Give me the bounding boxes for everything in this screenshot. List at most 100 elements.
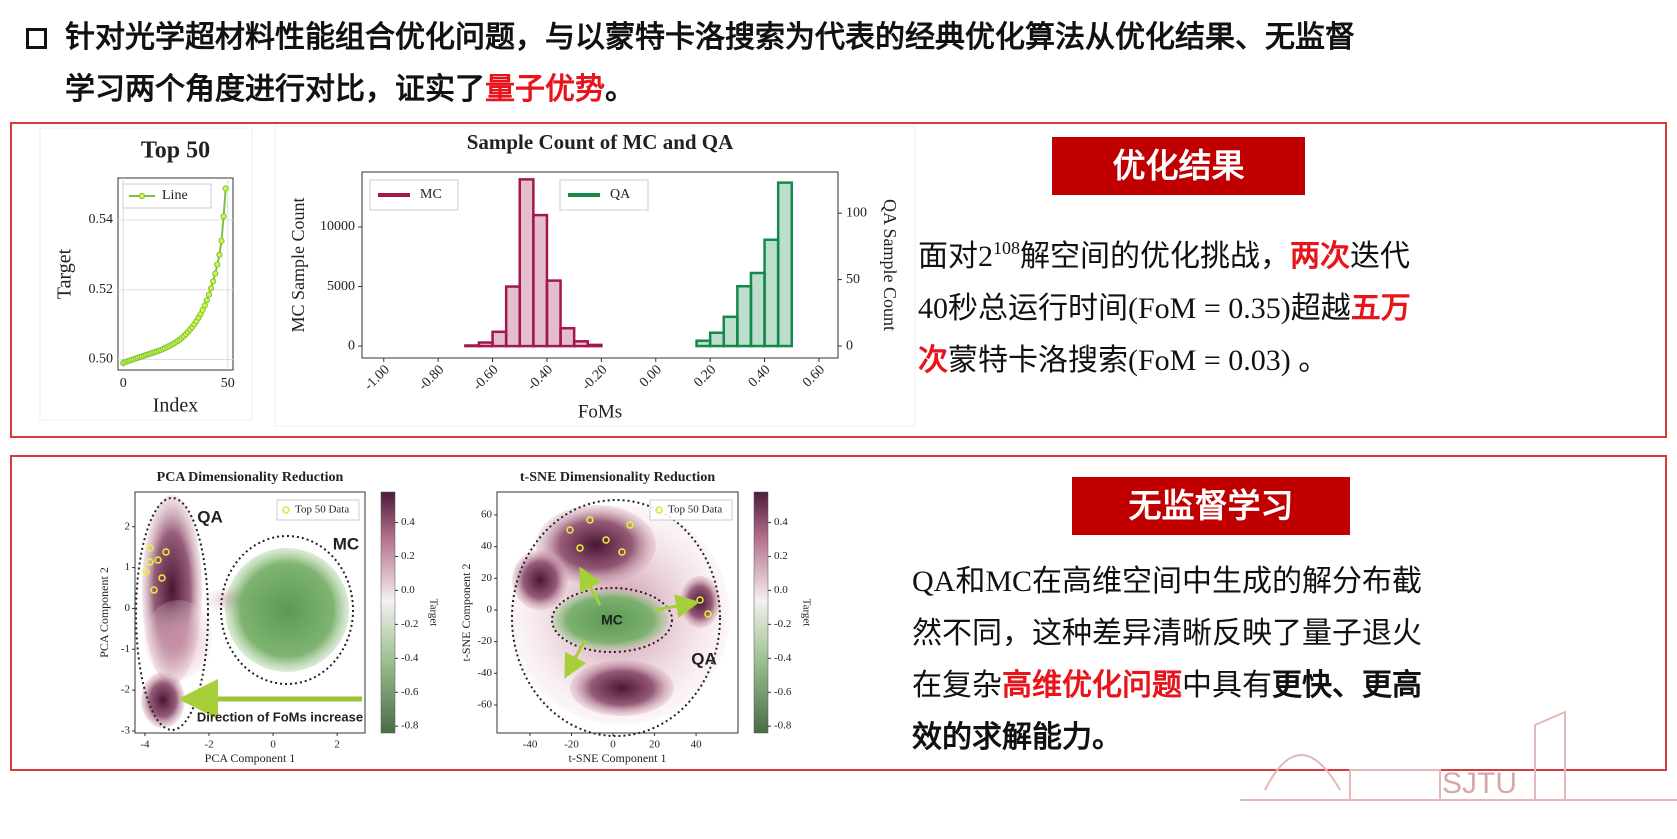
- colorbar-tick-label: -0.8: [401, 720, 419, 732]
- histogram-bar: [491, 330, 508, 348]
- text-segment: 五万: [1350, 291, 1411, 326]
- text-line: 然不同，这种差异清晰反映了量子退火: [912, 608, 1422, 660]
- text-line: 效的求解能力。: [912, 712, 1422, 764]
- data-point: [220, 213, 227, 220]
- text-line: 次蒙特卡洛搜索(FoM = 0.03) 。: [918, 335, 1411, 387]
- histogram-bar: [545, 279, 562, 348]
- text-segment: 次: [918, 343, 948, 378]
- colorbar: [753, 491, 769, 734]
- text-segment: 迭代: [1350, 240, 1410, 273]
- logo-gate: [1240, 710, 1677, 801]
- data-point: [218, 237, 225, 244]
- text-segment: 解空间的优化挑战，: [1020, 240, 1290, 273]
- colorbar-tick-label: -0.8: [774, 720, 792, 732]
- y-tick-label: -60: [477, 699, 492, 711]
- y-tick-label: 0.50: [89, 352, 114, 367]
- colorbar-tick-label: 0.4: [401, 516, 415, 528]
- x-tick-label: -40: [523, 739, 538, 751]
- histogram-bar: [749, 271, 766, 348]
- x-tick-label: 0: [610, 739, 616, 751]
- legend-marker: [138, 192, 146, 200]
- chart-title: PCA Dimensionality Reduction: [157, 470, 344, 485]
- y-axis-label: PCA Component 2: [97, 567, 111, 658]
- y-tick-label: 1: [125, 561, 131, 573]
- colorbar-tick-label: 0.0: [774, 584, 788, 596]
- data-point: [212, 270, 219, 277]
- text-segment: 量子优势: [485, 72, 605, 107]
- y2-tick-label: 0: [846, 338, 853, 353]
- annotation: Direction of FoMs increase: [197, 709, 363, 724]
- histogram-bar: [559, 326, 576, 348]
- text-segment: 中具有: [1182, 669, 1272, 702]
- colorbar-tick-label: 0.2: [774, 550, 788, 562]
- x-tick-label: 20: [649, 739, 661, 751]
- pca-cloud: [135, 495, 362, 731]
- y-tick-label: -1: [121, 643, 130, 655]
- data-point: [207, 285, 215, 292]
- annotation: MC: [601, 612, 623, 628]
- colorbar-label: Target: [800, 599, 812, 627]
- text-segment: 。: [605, 72, 635, 107]
- x-tick-label: 0: [270, 739, 276, 751]
- histogram-bar: [464, 344, 481, 348]
- data-point: [214, 261, 221, 268]
- y-tick-label: -2: [121, 684, 130, 696]
- text-line: 在复杂高维优化问题中具有更快、更高: [912, 660, 1422, 712]
- y-axis-label: t-SNE Component 2: [459, 564, 473, 662]
- text-line: 针对光学超材料性能组合优化问题，与以蒙特卡洛搜索为代表的经典优化算法从优化结果、…: [65, 12, 1355, 64]
- colorbar-tick-label: 0.4: [774, 516, 788, 528]
- x-tick-label: 50: [221, 376, 235, 391]
- plot-area: [496, 491, 739, 734]
- data-point: [203, 297, 210, 304]
- histogram-bar: [695, 339, 712, 348]
- text-segment: 蒙特卡洛搜索(FoM = 0.03) 。: [948, 344, 1329, 377]
- chart-title: t-SNE Dimensionality Reduction: [520, 470, 715, 485]
- x-axis-label: PCA Component 1: [205, 751, 296, 765]
- y-tick-label: -3: [121, 724, 131, 736]
- optimization-text: 面对2108解空间的优化挑战，两次迭代 40秒总运行时间(FoM = 0.35)超…: [918, 222, 1411, 387]
- histogram-bar: [722, 315, 739, 348]
- text-segment: 108: [993, 238, 1020, 258]
- section-label: 优化结果: [1052, 137, 1305, 195]
- bullet-icon: [26, 28, 47, 49]
- text-segment: 两次: [1290, 239, 1350, 274]
- x-axis-label: FoMs: [578, 401, 622, 422]
- legend-label: Top 50 Data: [295, 504, 349, 516]
- text-segment: 面对2: [918, 240, 993, 273]
- y-tick-label: 0.52: [89, 282, 114, 297]
- data-point: [201, 302, 208, 309]
- colorbar-tick-label: -0.2: [401, 618, 418, 630]
- y-tick-label: 10000: [320, 219, 355, 234]
- y-tick-label: 60: [481, 508, 493, 520]
- text-segment: 更快、更高: [1272, 668, 1422, 703]
- colorbar-tick-label: 0.2: [401, 550, 415, 562]
- y-tick-label: 2: [125, 520, 131, 532]
- text-line: 40秒总运行时间(FoM = 0.35)超越五万: [918, 283, 1411, 335]
- colorbar-tick-label: -0.4: [401, 652, 419, 664]
- y-tick-label: 0: [348, 338, 355, 353]
- histogram-bar: [586, 343, 603, 348]
- logo-text: SJTU: [1442, 767, 1517, 800]
- colorbar-label: Target: [427, 599, 439, 627]
- annotation: QA: [691, 649, 717, 668]
- histogram-bar: [518, 178, 535, 348]
- colorbar-tick-label: -0.4: [774, 652, 792, 664]
- data-point: [210, 278, 217, 285]
- x-axis-label: t-SNE Component 1: [569, 751, 667, 765]
- y2-axis-label: QA Sample Count: [880, 199, 900, 331]
- colorbar: [380, 491, 396, 734]
- x-axis-label: Index: [153, 395, 199, 417]
- unsupervised-text: QA和MC在高维空间中生成的解分布截 然不同，这种差异清晰反映了量子退火 在复杂高维…: [912, 556, 1422, 764]
- panel-border: [10, 122, 1667, 438]
- text-segment: 高维优化问题: [1002, 668, 1182, 703]
- y-tick-label: 40: [481, 540, 493, 552]
- y-tick-label: 0: [125, 602, 131, 614]
- histogram-bar: [736, 285, 753, 348]
- legend-marker: [655, 506, 663, 514]
- text-segment: 针对光学超材料性能组合优化问题，与以蒙特卡洛搜索为代表的经典优化算法从优化结果、…: [65, 20, 1355, 55]
- text-line: 面对2108解空间的优化挑战，两次迭代: [918, 222, 1411, 283]
- x-tick-label: 2: [334, 739, 340, 751]
- data-point: [205, 291, 213, 298]
